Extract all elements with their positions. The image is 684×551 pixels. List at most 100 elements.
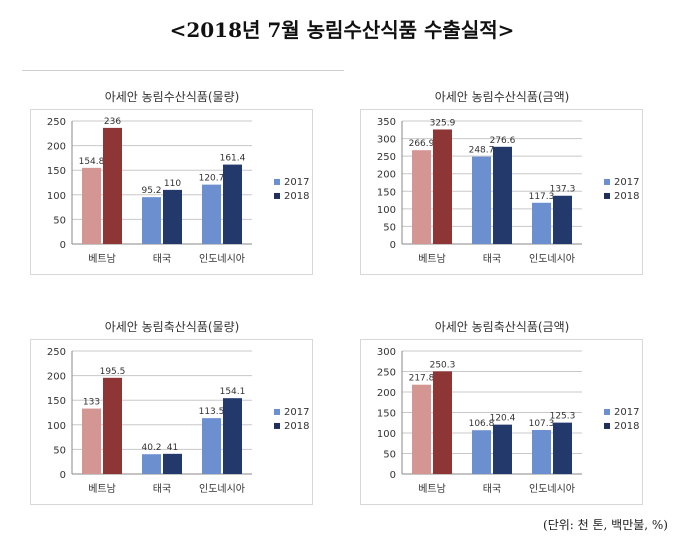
- y-tick-label: 350: [377, 117, 396, 128]
- category-label: 태국: [153, 253, 171, 265]
- bar-2017-0: [412, 150, 431, 244]
- category-label: 태국: [483, 253, 501, 265]
- legend-swatch-2017: [604, 408, 610, 415]
- y-tick-label: 150: [377, 409, 396, 420]
- y-tick-label: 250: [47, 347, 66, 358]
- y-tick-label: 50: [383, 450, 396, 461]
- data-label: 266.9: [409, 139, 435, 149]
- data-label: 40.2: [141, 443, 161, 453]
- y-tick-label: 300: [377, 347, 396, 358]
- chart-svg: 아세안 농림축산식품(금액) 0 50 100 150 200 250 300 217.8 250…: [360, 320, 643, 505]
- bar-2017-2: [532, 202, 551, 244]
- y-tick-label: 50: [53, 215, 66, 226]
- legend-label: 2017: [614, 177, 639, 188]
- bar-2018-2: [223, 164, 242, 244]
- chart-fishery-volume: 아세안 농림수산식품(물량) 0 50 100 150 200 250 154.8 236 베트남…: [30, 85, 330, 275]
- title-divider: [22, 70, 344, 71]
- data-label: 195.5: [100, 367, 126, 377]
- bar-2017-0: [82, 408, 101, 474]
- y-tick-label: 100: [377, 205, 396, 216]
- bar-2018-0: [103, 127, 122, 244]
- chart-svg: 아세안 농림수산식품(물량) 0 50 100 150 200 250 154.8 236 베트남…: [30, 90, 313, 275]
- chart-frame: [360, 109, 643, 275]
- y-tick-label: 0: [390, 240, 396, 251]
- bar-2017-1: [472, 156, 491, 244]
- y-tick-label: 250: [377, 152, 396, 163]
- chart-title: 아세안 농림축산식품(물량): [105, 320, 240, 334]
- data-label: 95.2: [141, 186, 161, 196]
- y-tick-label: 100: [47, 421, 66, 432]
- y-tick-label: 300: [377, 135, 396, 146]
- data-label: 154.1: [220, 387, 246, 397]
- data-label: 137.3: [550, 185, 576, 195]
- data-label: 154.8: [79, 157, 105, 167]
- y-tick-label: 200: [377, 388, 396, 399]
- data-label: 276.6: [490, 136, 516, 146]
- category-label: 인도네시아: [199, 483, 245, 495]
- bar-2017-0: [412, 384, 431, 474]
- data-label: 125.3: [550, 412, 576, 422]
- bar-2018-0: [433, 371, 452, 474]
- data-label: 250.3: [430, 360, 456, 370]
- chart-livestock-amount: 아세안 농림축산식품(금액) 0 50 100 150 200 250 300 217.8 250…: [360, 315, 660, 505]
- bar-2018-2: [553, 422, 572, 474]
- legend-swatch-2018: [274, 192, 280, 199]
- y-tick-label: 50: [383, 222, 396, 233]
- category-label: 인도네시아: [529, 483, 575, 495]
- data-label: 117.3: [529, 192, 555, 202]
- chart-fishery-amount: 아세안 농림수산식품(금액) 0 50 100 150 200 250 300 350 266.9…: [360, 85, 660, 275]
- data-label: 217.8: [409, 374, 435, 384]
- data-label: 325.9: [430, 118, 456, 128]
- data-label: 41: [167, 443, 178, 453]
- y-tick-label: 150: [47, 396, 66, 407]
- chart-livestock-volume: 아세안 농림축산식품(물량) 0 50 100 150 200 250 133 195.5 베트남…: [30, 315, 330, 505]
- chart-frame: [30, 339, 313, 505]
- category-label: 태국: [153, 483, 171, 495]
- unit-note: (단위: 천 톤, 백만불, %): [543, 518, 668, 532]
- category-label: 베트남: [88, 483, 116, 495]
- bar-2018-1: [163, 189, 182, 244]
- y-tick-label: 250: [377, 368, 396, 379]
- legend-label: 2018: [614, 191, 639, 202]
- legend-label: 2018: [614, 421, 639, 432]
- bar-2018-0: [103, 377, 122, 474]
- bar-2017-1: [142, 197, 161, 244]
- data-label: 133: [83, 398, 100, 408]
- y-tick-label: 200: [47, 142, 66, 153]
- category-label: 인도네시아: [529, 253, 575, 265]
- bar-2017-2: [202, 418, 221, 474]
- legend-swatch-2018: [274, 422, 280, 429]
- chart-title: 아세안 농림수산식품(금액): [435, 90, 570, 104]
- legend-swatch-2017: [604, 178, 610, 185]
- page-title: <2018년 7월 농림수산식품 수출실적>: [169, 18, 515, 42]
- y-tick-label: 0: [60, 240, 66, 251]
- y-tick-label: 0: [390, 470, 396, 481]
- legend-label: 2018: [284, 421, 309, 432]
- data-label: 110: [164, 179, 181, 189]
- chart-svg: 아세안 농림축산식품(물량) 0 50 100 150 200 250 133 195.5 베트남…: [30, 320, 313, 505]
- legend-label: 2018: [284, 191, 309, 202]
- category-label: 베트남: [418, 483, 446, 495]
- category-label: 태국: [483, 483, 501, 495]
- y-tick-label: 100: [47, 191, 66, 202]
- chart-frame: [30, 109, 313, 275]
- chart-title: 아세안 농림수산식품(물량): [105, 90, 240, 104]
- chart-title: 아세안 농림축산식품(금액): [435, 320, 570, 334]
- bar-2018-1: [163, 453, 182, 474]
- category-label: 베트남: [88, 253, 116, 265]
- legend-label: 2017: [614, 407, 639, 418]
- bar-2017-2: [202, 184, 221, 244]
- category-label: 베트남: [418, 253, 446, 265]
- data-label: 106.8: [469, 419, 495, 429]
- bar-2018-2: [553, 195, 572, 244]
- y-tick-label: 250: [47, 117, 66, 128]
- chart-svg: 아세안 농림수산식품(금액) 0 50 100 150 200 250 300 350 266.9…: [360, 90, 643, 275]
- bar-2018-2: [223, 398, 242, 474]
- bar-2017-2: [532, 430, 551, 474]
- y-tick-label: 50: [53, 445, 66, 456]
- bar-2018-1: [493, 424, 512, 474]
- bar-2018-0: [433, 129, 452, 244]
- y-tick-label: 100: [377, 429, 396, 440]
- data-label: 161.4: [220, 154, 246, 164]
- data-label: 107.3: [529, 419, 555, 429]
